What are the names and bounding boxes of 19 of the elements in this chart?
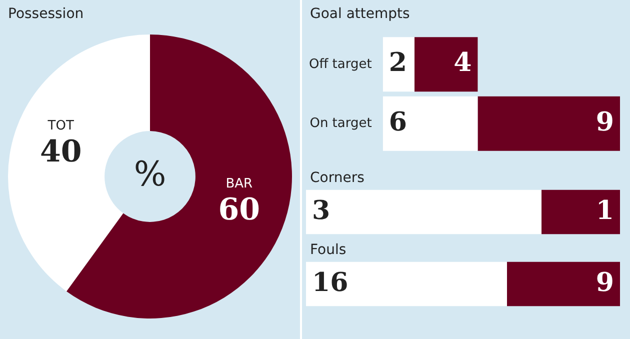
chart-title: Corners	[309, 169, 366, 188]
data-label: 60	[218, 192, 260, 228]
chart-title: Goal attempts	[309, 5, 411, 24]
data-label: 3	[312, 196, 330, 226]
slice-label: BAR	[226, 176, 253, 192]
data-label: 1	[596, 196, 614, 226]
data-label: 16	[312, 268, 348, 298]
chart-title: Possession	[7, 5, 85, 24]
slice-label: TOT	[46, 118, 74, 134]
text: %	[134, 154, 166, 194]
data-label: 6	[388, 107, 407, 138]
data-label: 4	[454, 48, 472, 78]
y-tick-label: Off target	[308, 56, 372, 72]
chart-title: Fouls	[309, 241, 348, 260]
data-label: 2	[388, 48, 407, 78]
data-label: 40	[40, 134, 82, 170]
y-tick-label: On target	[310, 116, 372, 131]
data-label: 9	[596, 268, 614, 298]
data-label: 9	[596, 107, 614, 138]
